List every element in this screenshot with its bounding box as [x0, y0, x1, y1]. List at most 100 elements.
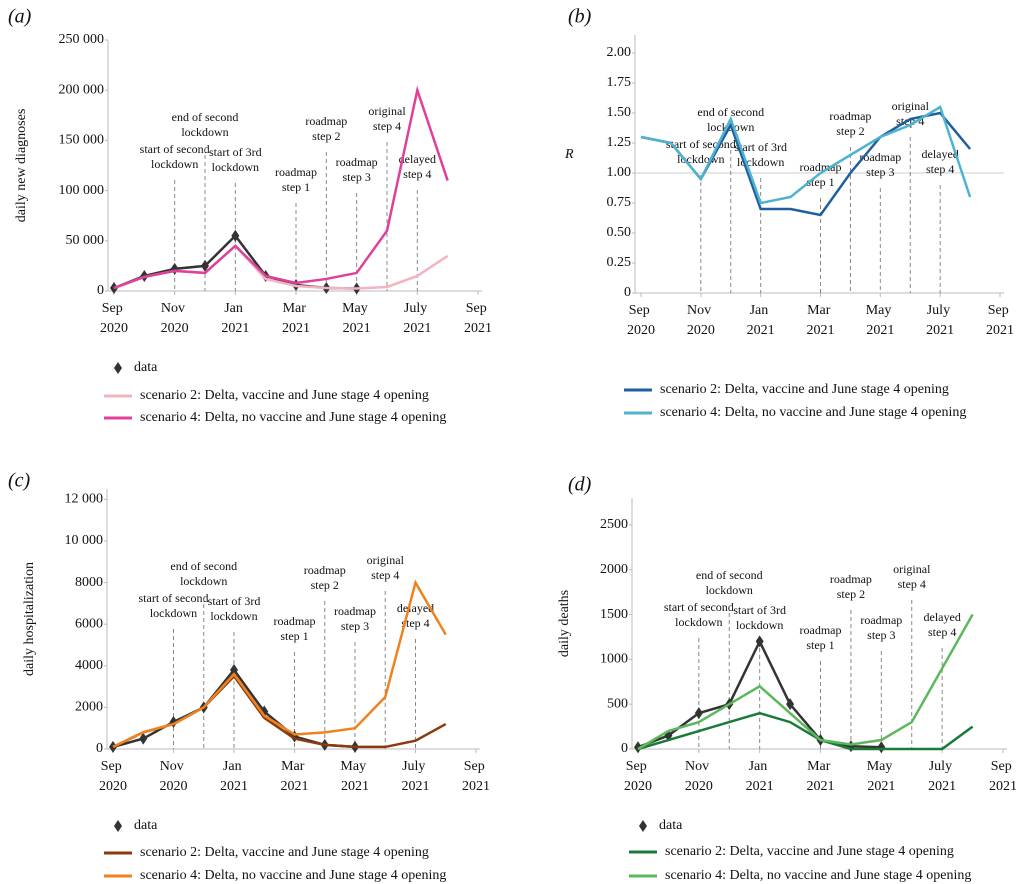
legend-label: scenario 4: Delta, no vaccine and June s… — [140, 410, 446, 425]
x-tick-label: Sep 2021 — [986, 303, 1014, 338]
annotation-label: original — [367, 553, 405, 567]
annotation-label: roadmap — [274, 614, 316, 628]
x-tick-label: Nov 2020 — [160, 759, 188, 794]
annotation-label: step 4 — [926, 162, 954, 176]
annotation-label: step 1 — [806, 638, 834, 652]
x-tick-label: Jan 2021 — [221, 301, 249, 336]
x-tick-label: Sep 2021 — [464, 301, 492, 336]
x-tick-label-line: 2021 — [807, 323, 835, 338]
x-tick-label-line: 2021 — [867, 779, 895, 794]
x-tick-label-line: 2021 — [403, 321, 431, 336]
annotation-label: lockdown — [180, 574, 227, 588]
y-tick-label: 4000 — [75, 658, 103, 673]
x-tick-label: Jan 2021 — [747, 303, 775, 338]
annotation-label: step 4 — [928, 625, 956, 639]
annotation-label: end of second — [697, 105, 764, 119]
x-tick-label-line: 2021 — [986, 323, 1014, 338]
x-tick-label-line: July — [404, 301, 431, 316]
y-tick-label: 10 000 — [65, 533, 104, 548]
annotation-label: delayed — [397, 601, 434, 615]
x-tick-label: May 2021 — [340, 759, 369, 794]
annotation-label: delayed — [399, 152, 436, 166]
x-tick-label-line: Jan — [749, 759, 771, 774]
annotation-label: step 2 — [312, 129, 340, 143]
annotation-label: start of 3rd — [208, 594, 261, 608]
x-tick-label-line: 2021 — [866, 323, 894, 338]
x-tick-label-line: 2021 — [926, 323, 954, 338]
y-tick-label: 1.50 — [607, 105, 632, 120]
x-tick-label-line: Jan — [223, 759, 245, 774]
y-tick-label: 1.25 — [607, 135, 632, 150]
annotation-label: step 2 — [311, 578, 339, 592]
annotation-label: start of 3rd — [733, 603, 786, 617]
legend-label: scenario 2: Delta, vaccine and June stag… — [140, 388, 429, 403]
annotation-label: lockdown — [150, 606, 197, 620]
x-tick-label-line: 2020 — [624, 779, 652, 794]
x-tick-label-line: 2021 — [281, 779, 309, 794]
y-tick-label: 0.75 — [607, 195, 632, 210]
annotation-label: lockdown — [737, 155, 784, 169]
x-tick-label-line: 2021 — [402, 779, 430, 794]
y-axis-label: daily hospitalization — [22, 562, 37, 676]
y-tick-label: 0 — [624, 285, 631, 300]
x-tick-label-line: 2020 — [100, 321, 128, 336]
x-tick-label-line: Nov — [161, 301, 189, 316]
y-tick-label: 0 — [97, 283, 104, 298]
x-tick-label-line: 2020 — [160, 779, 188, 794]
x-tick-label-line: 2020 — [687, 323, 715, 338]
x-tick-label-line: July — [402, 759, 429, 774]
x-tick-label-line: 2021 — [464, 321, 492, 336]
x-tick-label-line: Jan — [750, 303, 772, 318]
annotation-label: step 1 — [280, 629, 308, 643]
x-tick-label-line: Nov — [160, 759, 188, 774]
panel: (a) daily new diagnoses 0 50 000 100 000 150 … — [8, 6, 492, 426]
x-tick-label-line: 2020 — [685, 779, 713, 794]
legend-label: data — [659, 818, 683, 833]
series-line — [640, 105, 972, 205]
x-tick-label-line: Sep — [626, 759, 651, 774]
legend-marker — [639, 820, 647, 832]
annotation-label: lockdown — [736, 618, 783, 632]
legend-label: scenario 4: Delta, no vaccine and June s… — [660, 405, 966, 420]
x-tick-label-line: Jan — [224, 301, 246, 316]
legend-label: data — [134, 818, 158, 833]
annotation-label: start of second — [139, 591, 209, 605]
annotation-label: roadmap — [305, 114, 347, 128]
annotation-label: original — [368, 104, 406, 118]
x-tick-label-line: 2021 — [221, 321, 249, 336]
annotation-label: step 1 — [282, 180, 310, 194]
x-tick-label: Sep 2020 — [99, 759, 127, 794]
x-tick-label-line: 2021 — [928, 779, 956, 794]
x-tick-label-line: Sep — [466, 301, 491, 316]
legend-label: scenario 2: Delta, vaccine and June stag… — [660, 382, 949, 397]
annotation-label: original — [892, 99, 930, 113]
series-line — [113, 85, 449, 290]
legend-label: data — [134, 360, 158, 375]
annotation-label: delayed — [922, 147, 959, 161]
x-tick-label-line: July — [929, 759, 956, 774]
y-tick-label: 12 000 — [65, 492, 104, 507]
x-tick-label: Nov 2020 — [687, 303, 715, 338]
x-tick-label-line: 2021 — [807, 779, 835, 794]
y-tick-label: 2000 — [600, 562, 628, 577]
y-tick-label: 6000 — [75, 616, 103, 631]
annotation-label: roadmap — [860, 613, 902, 627]
annotation-label: lockdown — [675, 615, 722, 629]
annotation-label: roadmap — [334, 604, 376, 618]
x-tick-label-line: May — [866, 303, 895, 318]
annotation-label: step 3 — [342, 170, 370, 184]
x-tick-label: Nov 2020 — [685, 759, 713, 794]
y-tick-label: 8000 — [75, 575, 103, 590]
y-tick-label: 0 — [96, 741, 103, 756]
x-tick-label: May 2021 — [867, 759, 896, 794]
legend-label: scenario 2: Delta, vaccine and June stag… — [140, 845, 429, 860]
x-tick-label: July 2021 — [926, 303, 954, 338]
x-tick-label-line: Sep — [629, 303, 654, 318]
x-tick-label: May 2021 — [866, 303, 895, 338]
x-tick-label: Mar 2021 — [282, 301, 310, 336]
annotation-label: lockdown — [181, 125, 228, 139]
annotation-label: roadmap — [859, 150, 901, 164]
y-tick-label: 250 000 — [59, 32, 105, 47]
panel: (d) daily deaths 0 500 1000 1500 2000 2500 Sep 2… — [557, 474, 1017, 884]
